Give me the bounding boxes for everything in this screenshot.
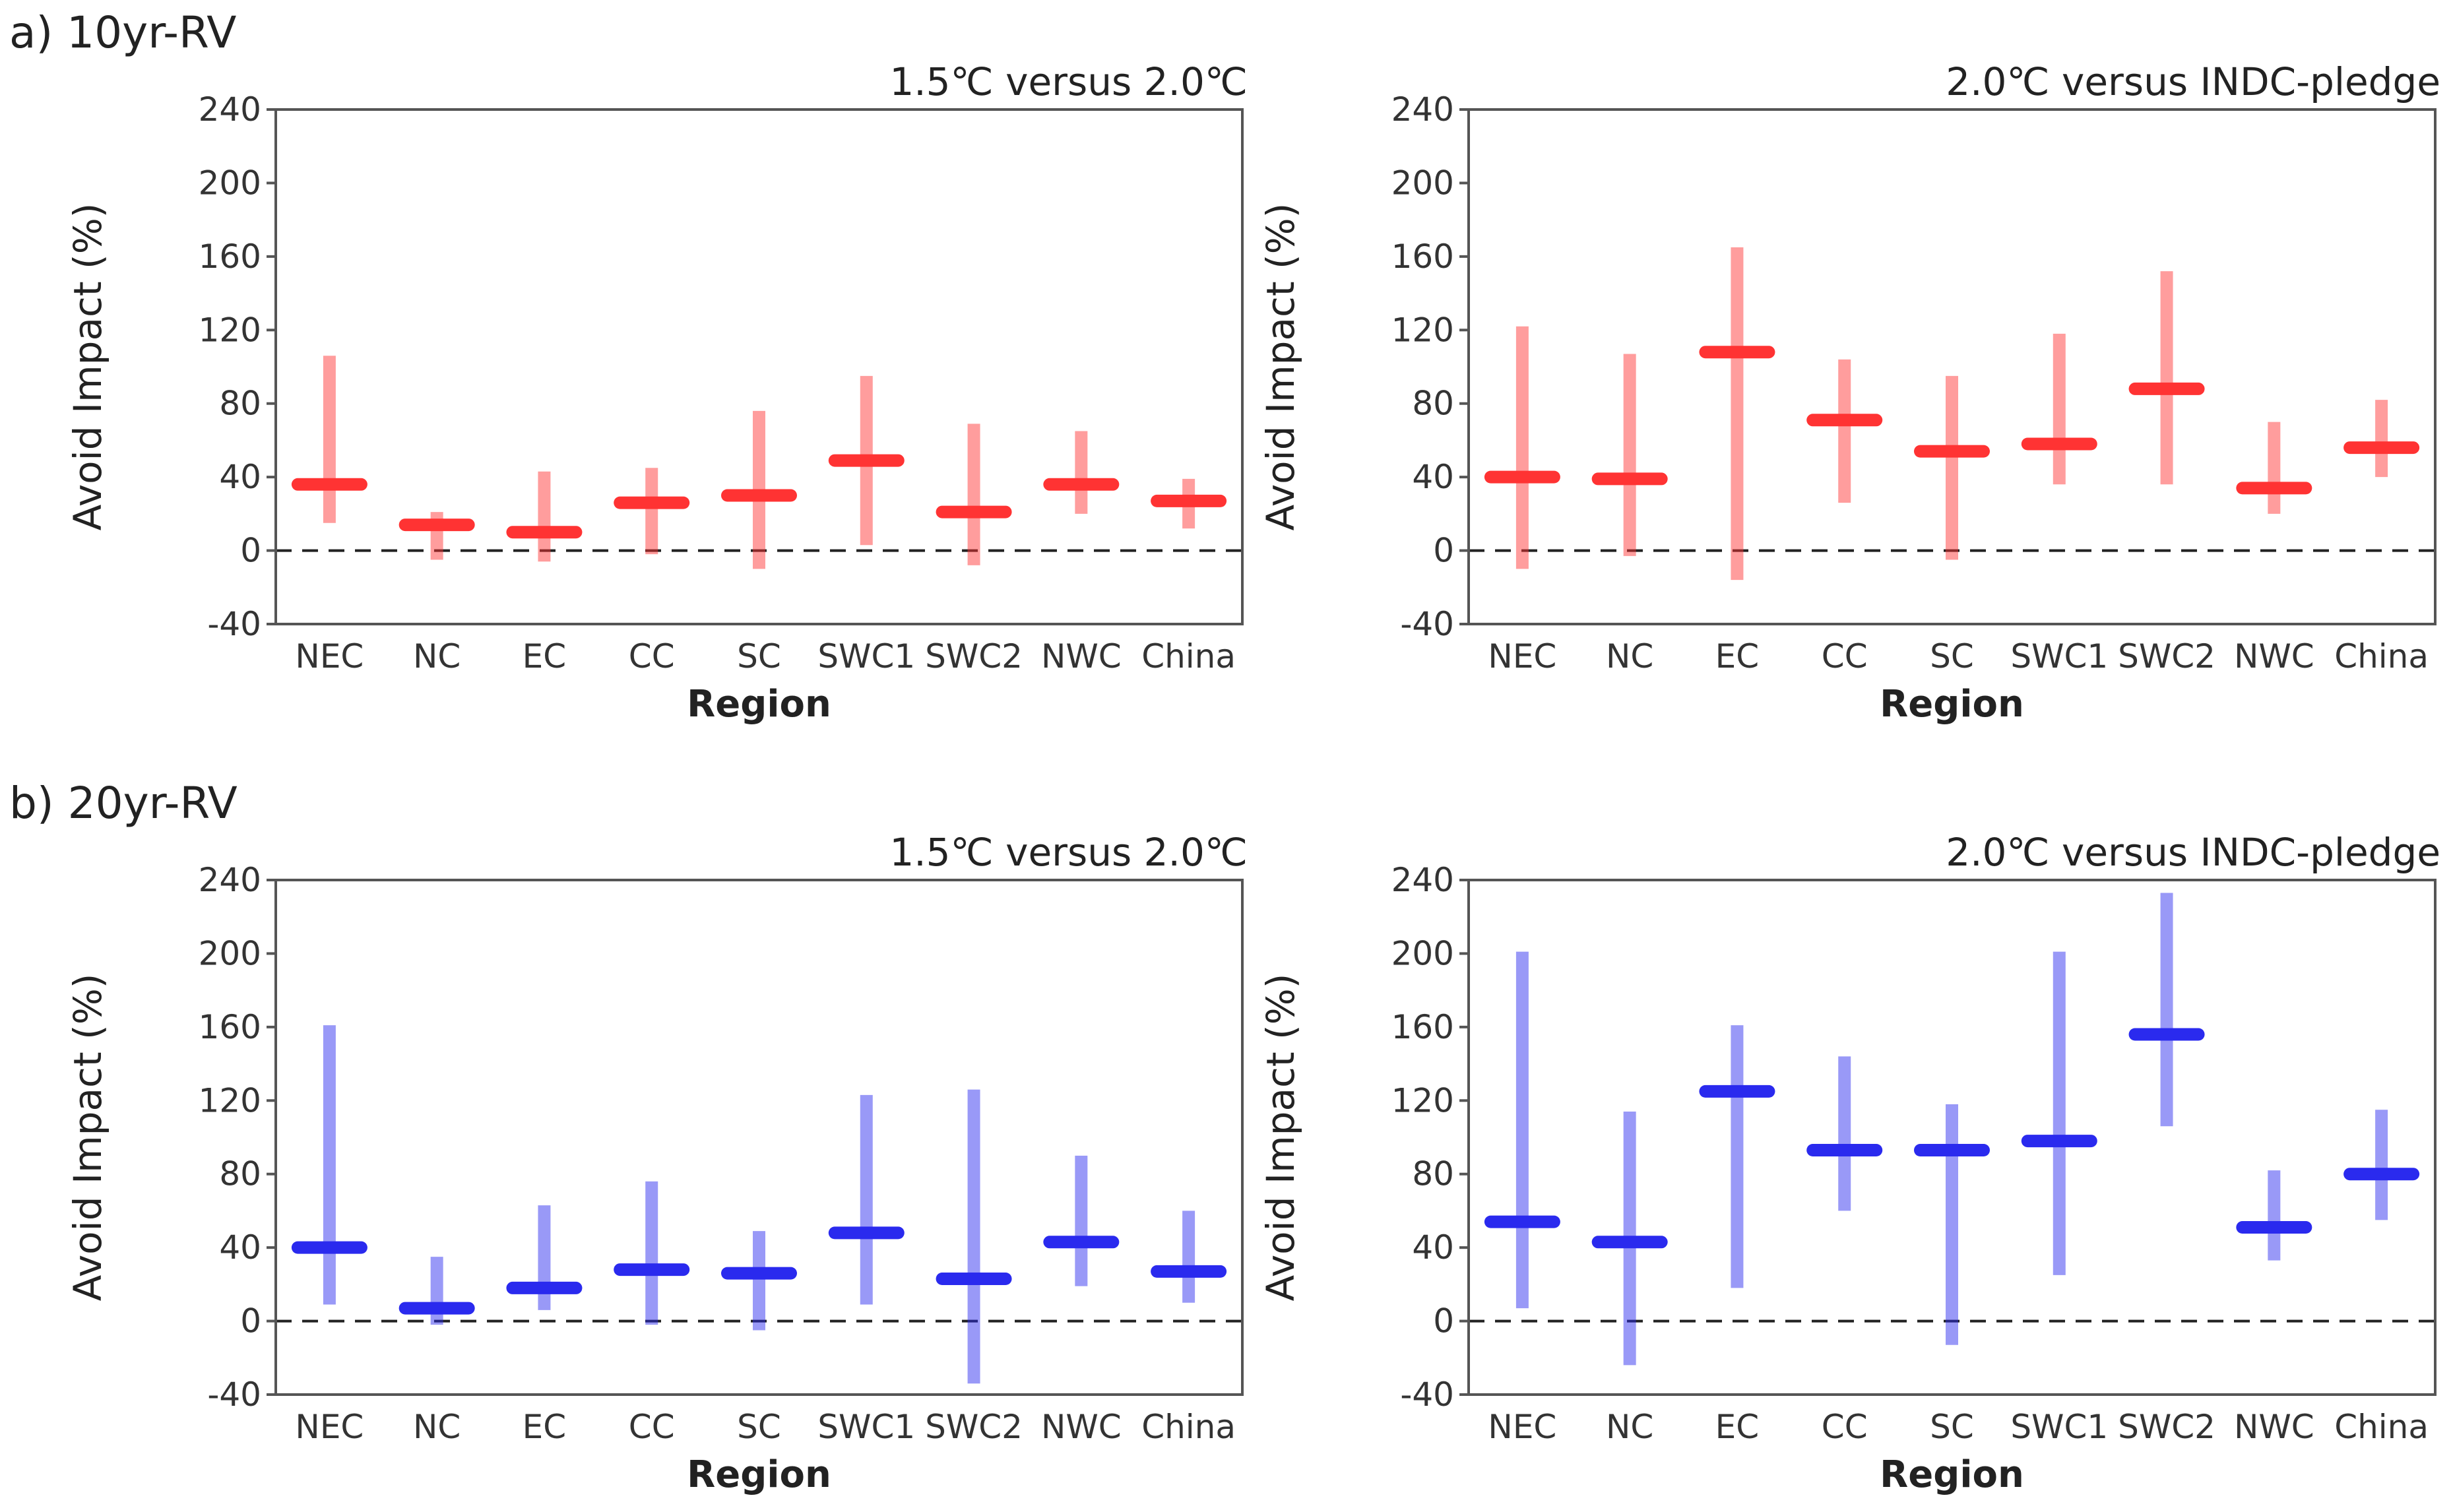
- x-tick-label-cc: CC: [629, 637, 675, 676]
- panel-title: 1.5℃ versus 2.0℃: [889, 830, 1248, 875]
- chart-panel: 2.0℃ versus INDC-pledge -40 0 40 80 120 160 200…: [1258, 59, 2440, 726]
- y-tick-label: 80: [219, 385, 261, 423]
- y-tick-label: 80: [1412, 385, 1454, 423]
- y-tick-label: 160: [199, 1008, 261, 1046]
- x-tick-label-nec: NEC: [1488, 637, 1556, 676]
- x-tick-label-nec: NEC: [1488, 1408, 1556, 1446]
- y-tick-label: 0: [1433, 1302, 1454, 1340]
- x-tick-label-swc2: SWC2: [2118, 637, 2215, 676]
- y-axis-label: Avoid Impact (%): [65, 203, 110, 531]
- y-tick-label: 240: [199, 861, 261, 899]
- y-axis-label: Avoid Impact (%): [1258, 203, 1303, 531]
- x-tick-label-nwc: NWC: [2234, 637, 2314, 676]
- x-tick-label-swc2: SWC2: [925, 637, 1023, 676]
- y-tick-label: 200: [1391, 164, 1454, 202]
- x-tick-label-swc2: SWC2: [2118, 1408, 2215, 1446]
- y-tick-label: 0: [240, 1302, 261, 1340]
- chart-panel: 1.5℃ versus 2.0℃ -40 0 40 80 120 160 200 240 Avoi…: [65, 59, 1248, 726]
- x-tick-label-china: China: [2334, 1408, 2429, 1446]
- y-tick-label: 120: [1391, 1081, 1454, 1119]
- plot-frame: [1467, 879, 2437, 1396]
- x-tick-label-ec: EC: [523, 637, 567, 676]
- x-tick-label-nwc: NWC: [1041, 637, 1122, 676]
- panel-title: 1.5℃ versus 2.0℃: [889, 59, 1248, 104]
- y-tick-label: 120: [1391, 311, 1454, 349]
- x-tick-label-swc1: SWC1: [2010, 1408, 2108, 1446]
- x-tick-label-sc: SC: [1930, 637, 1974, 676]
- row-label-20yr-rv: b) 20yr-RV: [9, 778, 238, 829]
- y-tick-label: 200: [199, 934, 261, 972]
- y-axis-label: Avoid Impact (%): [1258, 974, 1303, 1302]
- row-label-10yr-rv: a) 10yr-RV: [9, 7, 236, 58]
- x-tick-label-nwc: NWC: [1041, 1408, 1122, 1446]
- y-tick-label: -40: [1400, 605, 1454, 643]
- plot-frame: [1467, 108, 2437, 625]
- x-tick-label-swc2: SWC2: [925, 1408, 1023, 1446]
- y-tick-label: 240: [1391, 90, 1454, 129]
- x-axis-label: Region: [1880, 1453, 2024, 1496]
- y-tick-label: 120: [199, 1081, 261, 1119]
- panel-title: 2.0℃ versus INDC-pledge: [1946, 830, 2440, 875]
- plot-frame: [274, 879, 1244, 1396]
- x-tick-label-swc1: SWC1: [817, 1408, 915, 1446]
- x-tick-label-nc: NC: [1606, 637, 1653, 676]
- x-tick-label-nc: NC: [413, 637, 461, 676]
- x-tick-label-nec: NEC: [295, 637, 364, 676]
- x-tick-label-nc: NC: [1606, 1408, 1653, 1446]
- y-tick-label: 0: [240, 532, 261, 570]
- y-tick-label: 160: [199, 237, 261, 276]
- x-tick-label-ec: EC: [523, 1408, 567, 1446]
- y-tick-label: 160: [1391, 1008, 1454, 1046]
- x-tick-label-ec: EC: [1715, 637, 1760, 676]
- x-axis-label: Region: [687, 1453, 831, 1496]
- x-tick-label-china: China: [1141, 637, 1236, 676]
- x-axis-label: Region: [687, 683, 831, 726]
- y-tick-label: 200: [199, 164, 261, 202]
- panel-title: 2.0℃ versus INDC-pledge: [1946, 59, 2440, 104]
- y-tick-label: -40: [1400, 1375, 1454, 1414]
- x-tick-label-nec: NEC: [295, 1408, 364, 1446]
- plot-frame: [274, 108, 1244, 625]
- x-tick-label-ec: EC: [1715, 1408, 1760, 1446]
- y-tick-label: 240: [199, 90, 261, 129]
- y-tick-label: 40: [1412, 458, 1454, 496]
- y-tick-label: 40: [219, 1228, 261, 1267]
- y-tick-label: 0: [1433, 532, 1454, 570]
- y-tick-label: 240: [1391, 861, 1454, 899]
- x-tick-label-swc1: SWC1: [817, 637, 915, 676]
- x-tick-label-cc: CC: [1822, 637, 1868, 676]
- y-tick-label: 80: [219, 1155, 261, 1193]
- x-tick-label-sc: SC: [1930, 1408, 1974, 1446]
- x-tick-label-sc: SC: [737, 637, 781, 676]
- x-tick-label-cc: CC: [629, 1408, 675, 1446]
- x-tick-label-nc: NC: [413, 1408, 461, 1446]
- y-tick-label: 120: [199, 311, 261, 349]
- y-axis-label: Avoid Impact (%): [65, 974, 110, 1302]
- chart-panel: 1.5℃ versus 2.0℃ -40 0 40 80 120 160 200 240 Avoi…: [65, 830, 1248, 1496]
- x-tick-label-sc: SC: [737, 1408, 781, 1446]
- y-tick-label: 40: [1412, 1228, 1454, 1267]
- x-tick-label-nwc: NWC: [2234, 1408, 2314, 1446]
- x-tick-label-swc1: SWC1: [2010, 637, 2108, 676]
- chart-panel: 2.0℃ versus INDC-pledge -40 0 40 80 120 160 200…: [1258, 830, 2440, 1496]
- y-tick-label: -40: [207, 605, 261, 643]
- x-tick-label-cc: CC: [1822, 1408, 1868, 1446]
- y-tick-label: 200: [1391, 934, 1454, 972]
- y-tick-label: -40: [207, 1375, 261, 1414]
- x-tick-label-china: China: [1141, 1408, 1236, 1446]
- y-tick-label: 160: [1391, 237, 1454, 276]
- y-tick-label: 80: [1412, 1155, 1454, 1193]
- x-axis-label: Region: [1880, 683, 2024, 726]
- y-tick-label: 40: [219, 458, 261, 496]
- x-tick-label-china: China: [2334, 637, 2429, 676]
